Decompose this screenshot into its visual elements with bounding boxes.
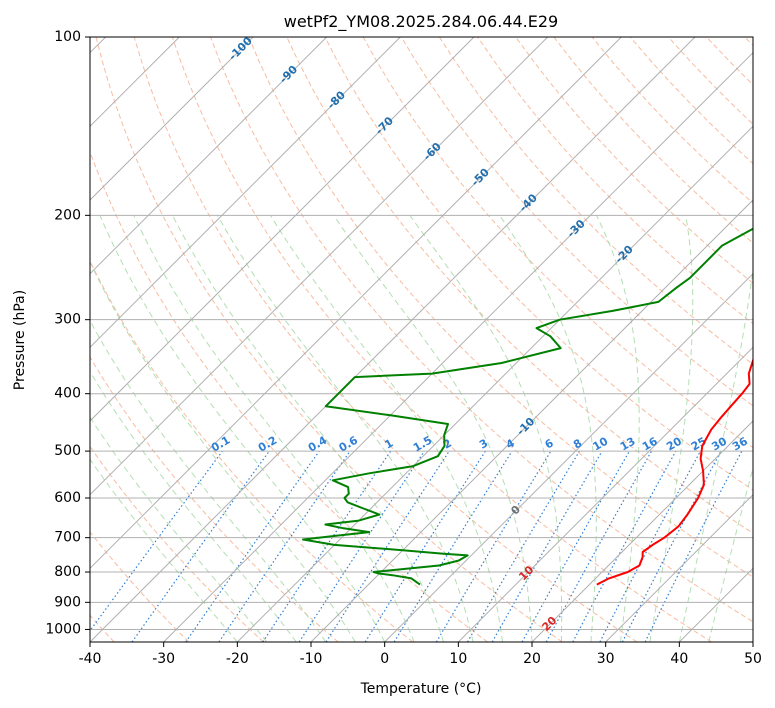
isotherm-line [310,199,753,642]
dry-adiabat [90,356,339,642]
series-lines [302,227,753,586]
isotherm-line [90,37,475,422]
moist-adiabat [596,215,640,642]
moist-adiabat [678,265,753,642]
isotherm-line [90,37,622,570]
mixing-ratio-line [644,450,743,642]
mixing-ratio-line [393,450,513,642]
isotherm-line [90,37,549,496]
mixing-ratio-line [90,450,223,632]
isotherm-line [90,37,696,642]
dry-adiabat [133,37,638,642]
x-tick-label: 20 [523,651,541,667]
isotherm-line [531,420,753,642]
moist-adiabat [99,215,386,642]
moist-adiabat [217,215,474,642]
plot-frame [89,36,754,643]
x-tick-label: -20 [226,651,249,667]
moist-adiabat [333,215,533,642]
grid-lines [90,37,753,642]
y-tick-label: 500 [54,443,81,459]
temperature-line [596,357,753,586]
moist-adiabat [90,416,268,642]
y-tick-label: 400 [54,386,81,402]
isotherm-line [605,493,753,642]
y-tick-label: 200 [54,207,81,223]
mixing-ratio-line [262,450,392,642]
dry-adiabat [90,531,190,642]
moist-adiabat [90,260,356,642]
moist-adiabat [270,215,503,642]
mixing-ratio-line [218,450,351,642]
y-tick-label: 800 [54,564,81,580]
y-tick-label: 700 [54,530,81,546]
isotherm-line [384,272,753,642]
x-axis-label: Temperature (°C) [360,681,482,697]
isotherm-line [163,51,753,642]
moist-adiabat [90,319,327,642]
dry-adiabat [171,37,712,642]
mixing-ratio-line [545,450,653,642]
moist-adiabat [90,370,297,642]
dry-adiabat [438,37,753,366]
isotherm-line [90,37,254,201]
mixing-ratio-line [131,450,270,642]
moist-adiabat [649,215,694,642]
y-tick-label: 600 [54,490,81,506]
dry-adiabat [400,37,753,407]
mixing-ratio-line [521,450,631,642]
background-lines [90,37,753,642]
x-tick-label: 40 [670,651,688,667]
y-tick-label: 100 [54,29,81,45]
moist-adiabat [409,215,563,642]
mixing-ratio-line [185,450,320,642]
mixing-ratio-line [572,450,677,642]
mixing-ratio-line [325,450,450,642]
y-axis-label: Pressure (hPa) [12,290,28,390]
dry-adiabat [90,150,488,642]
x-tick-label: 50 [744,651,762,667]
y-tick-label: 300 [54,312,81,328]
x-tick-label: 0 [380,651,389,667]
x-tick-label: 30 [597,651,615,667]
moist-adiabat [133,215,415,642]
y-tick-label: 1000 [45,621,81,637]
x-tick-label: -40 [79,651,102,667]
moist-adiabat [90,458,238,642]
x-tick-label: -10 [300,651,323,667]
y-tick-label: 900 [54,594,81,610]
x-tick-label: 10 [449,651,467,667]
isotherm-line [457,346,753,642]
isotherm-line [236,125,753,642]
dry-adiabat [95,37,563,642]
moist-adiabat [172,215,445,642]
dewpoint-line [302,227,753,586]
isotherm-line [90,37,328,275]
mixing-ratio-line [298,450,425,642]
y-axis: 100 200 300 400 500 600 700 800 900 1000 [45,29,90,637]
x-axis: -40 -30 -20 -10 0 10 20 30 40 50 [79,642,762,667]
dry-adiabat [248,37,753,578]
isotherm-line [90,37,401,349]
dry-adiabat [515,37,753,284]
chart-title: wetPf2_YM08.2025.284.06.44.E29 [284,12,558,32]
dry-adiabat [90,445,264,642]
dry-adiabat [210,37,753,623]
x-tick-label: -30 [152,651,175,667]
